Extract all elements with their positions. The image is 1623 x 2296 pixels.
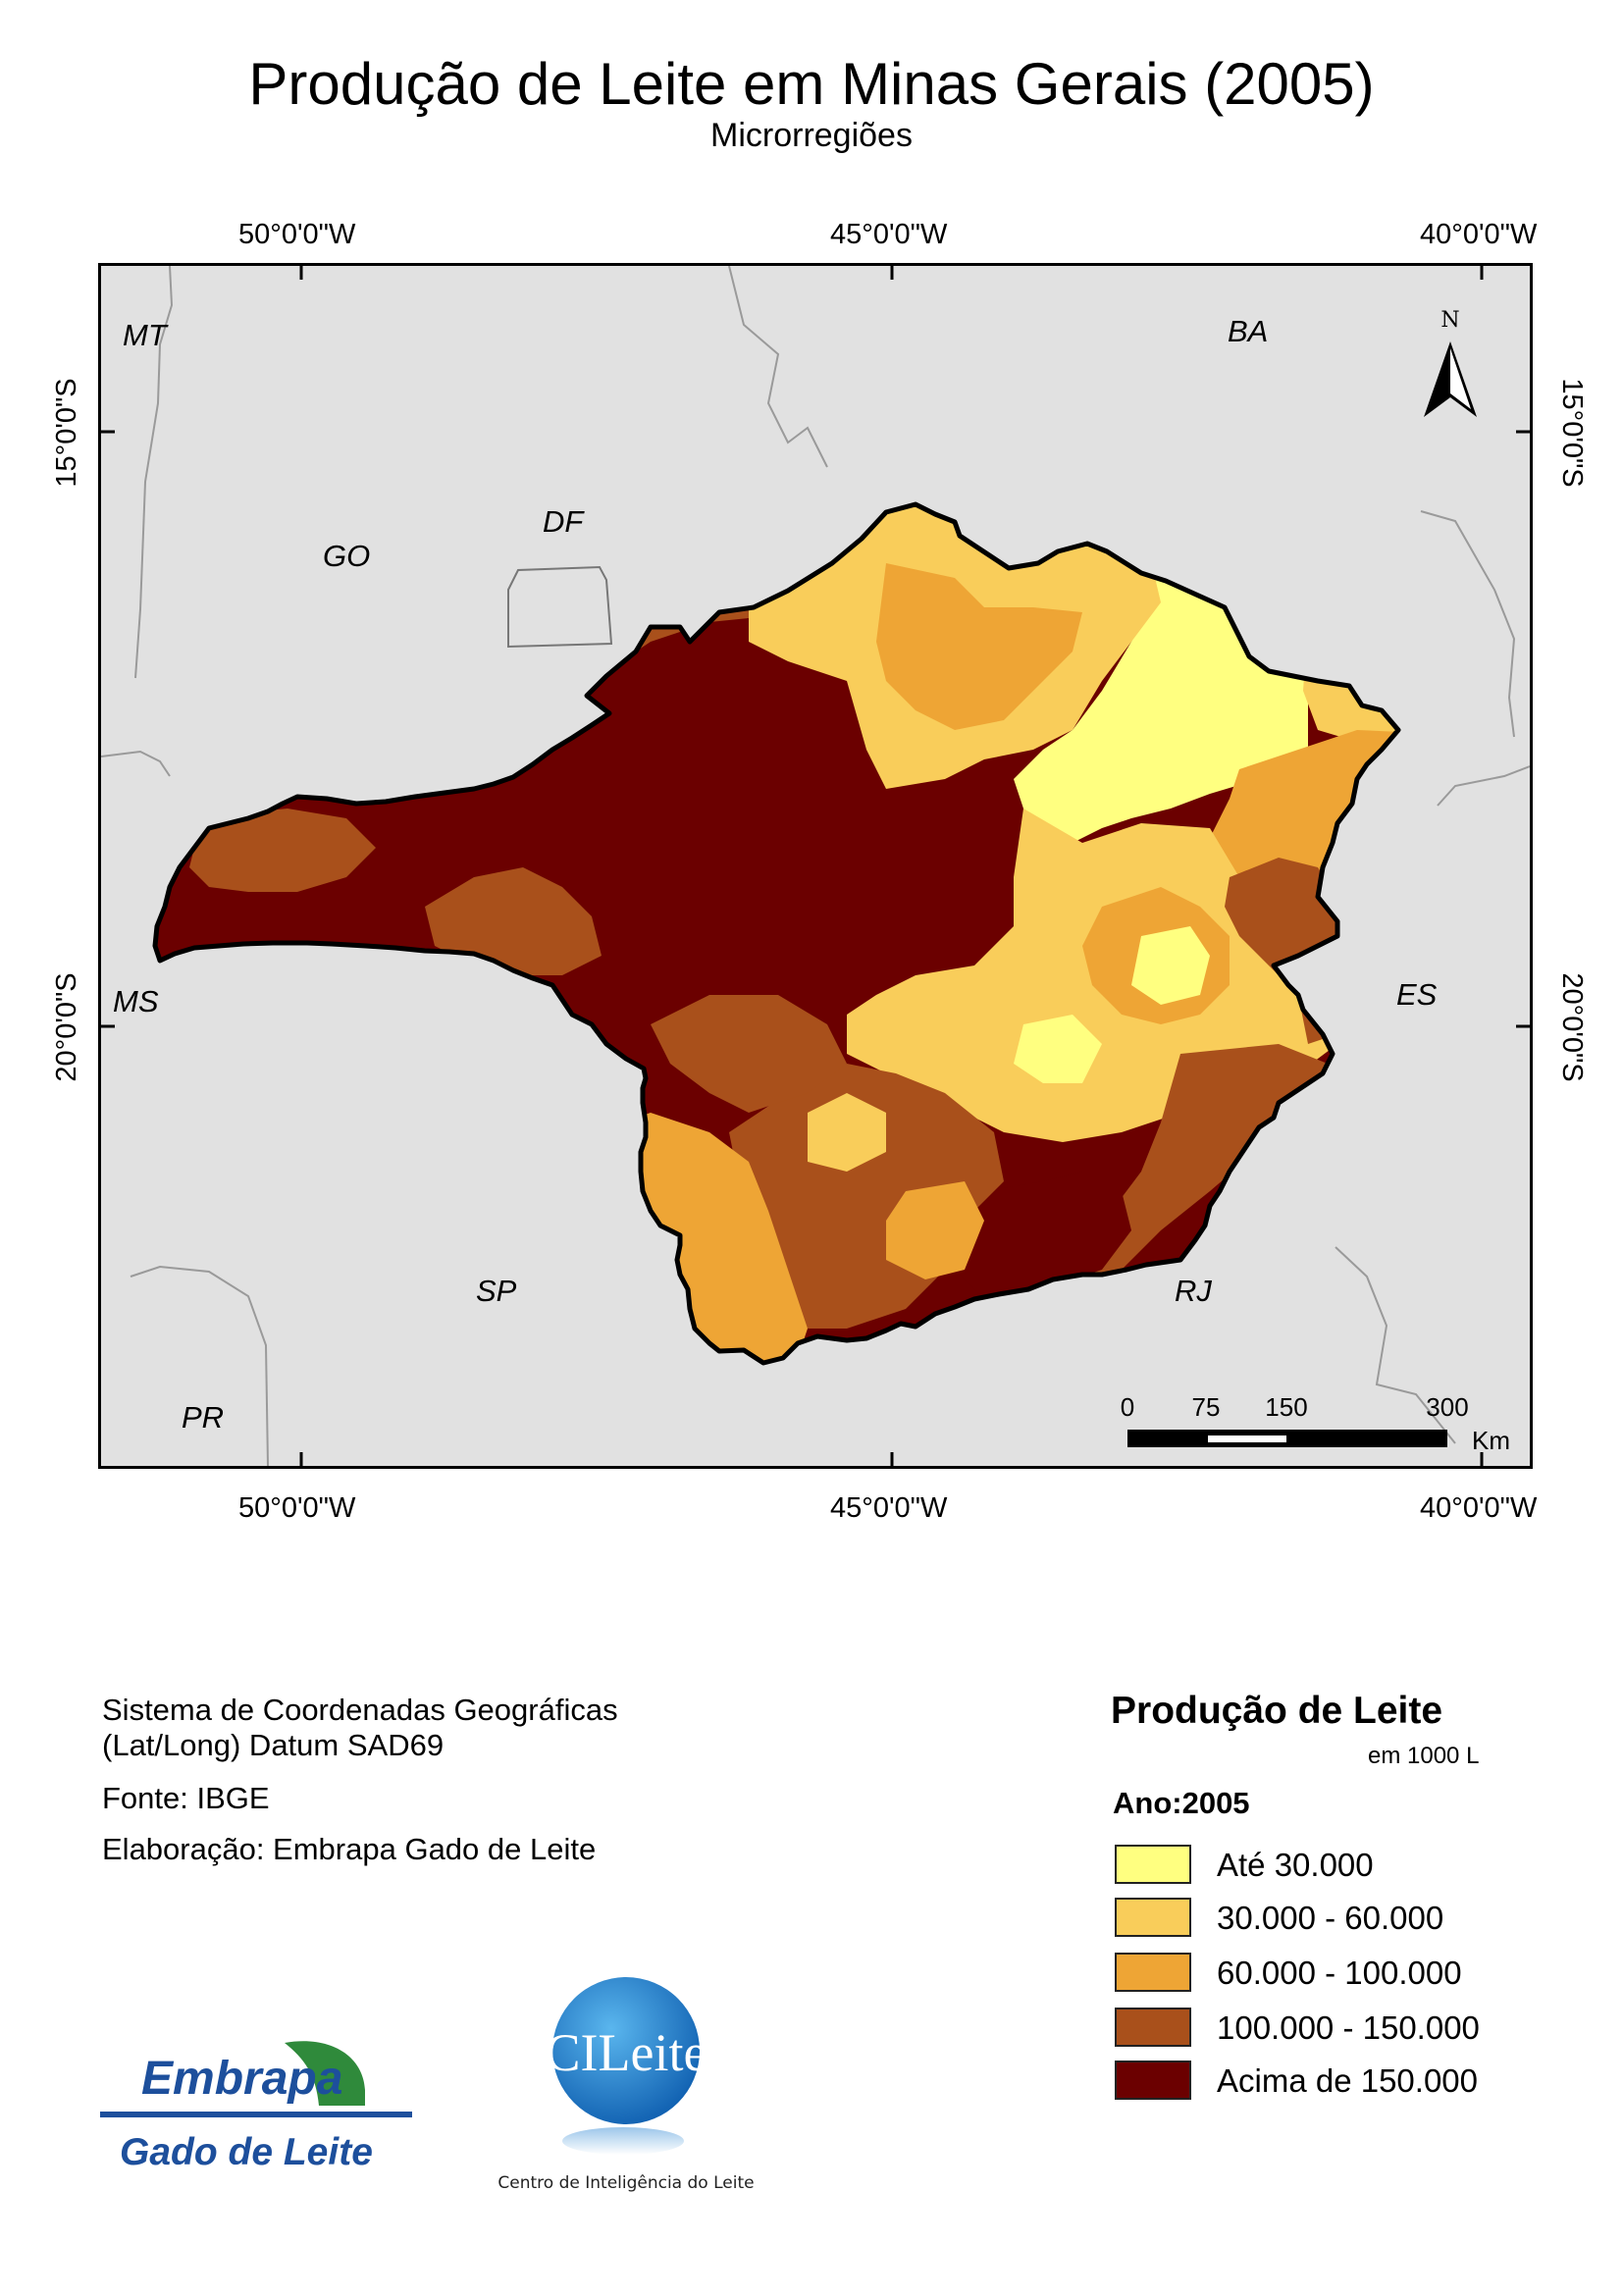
region-zona-mata xyxy=(1073,1044,1328,1289)
region-south-center xyxy=(886,1181,984,1279)
legend-swatch-class1 xyxy=(1115,1845,1191,1884)
scale-tick-0: 0 xyxy=(1121,1392,1134,1422)
scale-tick-150: 150 xyxy=(1265,1392,1307,1422)
map-title: Produção de Leite em Minas Gerais (2005) xyxy=(248,51,1375,117)
state-label-sp: SP xyxy=(476,1274,517,1308)
state-label-go: GO xyxy=(323,539,370,573)
map-subtitle: Microrregiões xyxy=(710,117,913,154)
state-label-df: DF xyxy=(543,504,585,539)
minas-gerais xyxy=(152,501,1401,1366)
region-triangulo-west xyxy=(189,809,376,892)
legend-item-class5: Acima de 150.000 xyxy=(1115,2061,1556,2100)
neighbor-borders xyxy=(101,266,1530,1466)
legend-label-class3: 60.000 - 100.000 xyxy=(1217,1955,1462,1991)
north-arrow: N xyxy=(1424,308,1477,417)
lon-label-top-50: 50°0'0"W xyxy=(238,219,356,250)
data-source: Fonte: IBGE xyxy=(102,1781,270,1815)
lon-label-bottom-50: 50°0'0"W xyxy=(238,1492,356,1524)
cileite-logo: CILeite Centro de Inteligência do Leite xyxy=(491,1972,765,2208)
legend-item-class2: 30.000 - 60.000 xyxy=(1115,1898,1556,1937)
state-label-mt: MT xyxy=(123,318,169,352)
north-arrow-label: N xyxy=(1440,308,1459,333)
lon-label-bottom-40: 40°0'0"W xyxy=(1420,1492,1538,1524)
cileite-name: CILeite xyxy=(546,2023,707,2082)
lat-label-left-15: 15°0'0"S xyxy=(51,378,82,488)
region-south-center-light xyxy=(1014,1015,1102,1083)
embrapa-unit: Gado de Leite xyxy=(120,2131,373,2173)
legend-label-class2: 30.000 - 60.000 xyxy=(1217,1900,1444,1936)
author-credit: Elaboração: Embrapa Gado de Leite xyxy=(102,1832,597,1866)
map-frame: MT BA GO DF MS ES SP RJ PR N 0 75 150 30… xyxy=(98,263,1533,1469)
region-juiz-de-fora xyxy=(955,1172,1131,1299)
embrapa-leaf-icon: Embrapa Gado de Leite xyxy=(100,2041,412,2173)
state-label-pr: PR xyxy=(182,1400,224,1435)
state-label-ba: BA xyxy=(1228,314,1268,348)
scale-tick-300: 300 xyxy=(1426,1392,1468,1422)
legend-swatch-class5 xyxy=(1115,2061,1191,2100)
region-south-light xyxy=(808,1093,886,1172)
legend-label-class5: Acima de 150.000 xyxy=(1217,2062,1479,2099)
graticule-ticks xyxy=(101,266,1530,1466)
coordinate-system-line2: (Lat/Long) Datum SAD69 xyxy=(102,1728,445,1762)
lat-label-right-15: 15°0'0"S xyxy=(1556,378,1588,488)
legend-title: Produção de Leite xyxy=(1111,1690,1443,1732)
legend-item-class4: 100.000 - 150.000 xyxy=(1115,2008,1556,2047)
embrapa-logo: Embrapa Gado de Leite xyxy=(98,2029,417,2196)
state-label-rj: RJ xyxy=(1175,1274,1212,1308)
mg-outline xyxy=(152,501,1401,1366)
legend-swatch-class4 xyxy=(1115,2008,1191,2047)
legend-unit: em 1000 L xyxy=(1368,1743,1480,1769)
state-label-ms: MS xyxy=(113,984,159,1018)
legend-label-class4: 100.000 - 150.000 xyxy=(1217,2009,1480,2046)
legend-year: Ano:2005 xyxy=(1113,1786,1250,1820)
region-lower-middle xyxy=(651,995,847,1113)
scale-bar: 0 75 150 300 Km xyxy=(1121,1392,1510,1455)
state-label-es: ES xyxy=(1396,977,1438,1012)
map-canvas: MT BA GO DF MS ES SP RJ PR N 0 75 150 30… xyxy=(101,266,1530,1466)
legend-item-class1: Até 30.000 xyxy=(1115,1845,1556,1884)
scale-tick-75: 75 xyxy=(1192,1392,1221,1422)
legend-swatch-class2 xyxy=(1115,1898,1191,1937)
lon-label-bottom-45: 45°0'0"W xyxy=(830,1492,948,1524)
region-inner-light xyxy=(1131,926,1210,1005)
cileite-globe-icon xyxy=(552,1977,700,2124)
legend-label-class1: Até 30.000 xyxy=(1217,1847,1374,1883)
embrapa-name: Embrapa xyxy=(141,2053,342,2105)
scale-unit: Km xyxy=(1472,1426,1510,1455)
lon-label-top-45: 45°0'0"W xyxy=(830,219,948,250)
legend-item-class3: 60.000 - 100.000 xyxy=(1115,1953,1556,1992)
legend-swatch-class3 xyxy=(1115,1953,1191,1992)
lat-label-left-20: 20°0'0"S xyxy=(51,972,82,1082)
lon-label-top-40: 40°0'0"W xyxy=(1420,219,1538,250)
coordinate-system-line1: Sistema de Coordenadas Geográficas xyxy=(102,1693,618,1727)
df-outline xyxy=(507,565,613,649)
lat-label-right-20: 20°0'0"S xyxy=(1556,972,1588,1082)
region-north-inner xyxy=(876,563,1082,730)
region-triangulo-central xyxy=(425,867,602,975)
cileite-caption: Centro de Inteligência do Leite xyxy=(497,2173,754,2193)
